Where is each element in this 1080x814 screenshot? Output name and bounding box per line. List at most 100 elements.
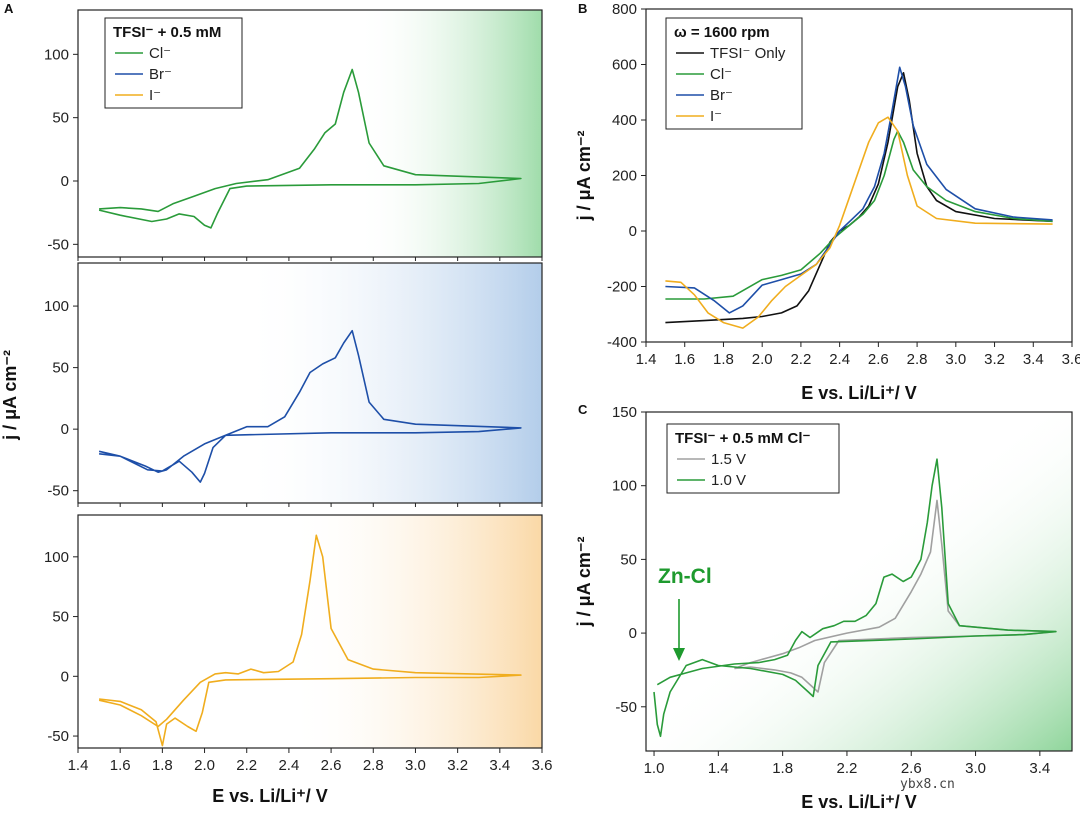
series-line-cl: [665, 130, 1053, 300]
y-tick-label: 50: [52, 110, 69, 127]
y-axis-label: j / μA cm⁻²: [574, 131, 594, 222]
legend-title: TFSI⁻ + 0.5 mM Cl⁻: [675, 430, 811, 447]
y-tick-label: -50: [47, 236, 69, 253]
y-tick-label: -50: [47, 728, 69, 745]
series-line-br: [98, 329, 522, 483]
x-tick-label: 2.0: [194, 757, 215, 774]
plot-frame: [645, 411, 1073, 752]
x-tick-label: 2.4: [278, 757, 299, 774]
panel-label-b: B: [578, 1, 587, 16]
panel-a-ylabel: j / μA cm⁻²: [0, 350, 20, 441]
x-axis-label: E vs. Li/Li⁺/ V: [801, 383, 917, 403]
legend-entry: I⁻: [710, 108, 722, 125]
legend: TFSI⁻ + 0.5 mM Cl⁻ 1.5 V 1.0 V: [666, 423, 840, 494]
legend-title: ω = 1600 rpm: [674, 24, 770, 41]
x-tick-label: 2.6: [321, 757, 342, 774]
y-tick-label: 100: [44, 46, 69, 63]
x-tick-label: 3.0: [405, 757, 426, 774]
watermark: ybx8.cn: [900, 777, 955, 792]
annotation-arrow-head: [673, 648, 685, 661]
y-tick-label: 50: [620, 551, 637, 568]
y-tick-label: 0: [629, 223, 637, 240]
x-tick-label: 1.8: [713, 351, 734, 368]
x-tick-label: 2.2: [790, 351, 811, 368]
x-tick-label: 1.6: [110, 757, 131, 774]
x-tick-label: 3.6: [1062, 351, 1080, 368]
x-tick-label: 1.8: [152, 757, 173, 774]
legend-entry: Cl⁻: [710, 66, 732, 83]
y-tick-label: 0: [61, 173, 69, 190]
y-tick-label: 150: [612, 404, 637, 421]
x-tick-label: 1.8: [772, 760, 793, 777]
legend-entry: Br⁻: [149, 66, 172, 83]
x-tick-label: 3.0: [965, 760, 986, 777]
legend-box: [104, 17, 243, 109]
series-line-i: [665, 116, 1053, 329]
plot-layer: 100 50 0 -50 TFSI⁻ + 0.5 mM Cl⁻ Br⁻ I⁻ 100 50 0 -50…: [44, 1, 1080, 812]
panel-a-top: 100 50 0 -50 TFSI⁻ + 0.5 mM Cl⁻ Br⁻ I⁻: [44, 9, 543, 261]
y-tick-label: -400: [607, 334, 637, 351]
legend-entry: I⁻: [149, 87, 161, 104]
panel-a-middle-background: [78, 263, 542, 503]
x-tick-label: 1.4: [708, 760, 729, 777]
y-tick-label: 0: [629, 625, 637, 642]
y-tick-label: 200: [612, 168, 637, 185]
legend-entry: 1.0 V: [711, 472, 746, 489]
y-tick-label: 50: [52, 360, 69, 377]
x-tick-label: 3.2: [984, 351, 1005, 368]
y-tick-label: 0: [61, 421, 69, 438]
plot-frame: [77, 514, 543, 749]
y-tick-label: -50: [615, 699, 637, 716]
x-tick-label: 2.6: [868, 351, 889, 368]
y-tick-label: 800: [612, 1, 637, 18]
legend-entry: TFSI⁻ Only: [710, 45, 786, 62]
y-tick-label: 100: [44, 298, 69, 315]
y-tick-label: -50: [47, 483, 69, 500]
y-tick-label: 100: [612, 478, 637, 495]
x-tick-label: 2.8: [363, 757, 384, 774]
x-axis-label: E vs. Li/Li⁺/ V: [801, 792, 917, 812]
panel-c: 150 100 50 0 -50 1.0 1.4 1.8 2.2 2.6 3.0 3.4 E vs. L…: [574, 404, 1073, 812]
legend-title: TFSI⁻ + 0.5 mM: [113, 24, 221, 41]
y-tick-label: 100: [44, 549, 69, 566]
y-tick-label: 600: [612, 57, 637, 74]
series-line-br: [665, 66, 1053, 314]
panel-a-bottom: 100 50 0 -50 1.4 1.6 1.8 2.0 2.2 2.4 2.6 2.8 3.0 3.2 3…: [44, 514, 553, 774]
series-line-i: [98, 534, 522, 747]
panel-a-middle: 100 50 0 -50: [44, 262, 543, 507]
x-tick-label: 3.4: [489, 757, 510, 774]
plot-frame: [77, 262, 543, 504]
x-tick-label: 2.6: [901, 760, 922, 777]
panel-label-c: C: [578, 402, 588, 417]
legend: TFSI⁻ + 0.5 mM Cl⁻ Br⁻ I⁻: [104, 17, 243, 109]
legend: ω = 1600 rpm TFSI⁻ Only Cl⁻ Br⁻ I⁻: [665, 17, 803, 130]
series-line-1.5v: [734, 499, 1057, 693]
panel-label-a: A: [4, 1, 14, 16]
series-line-tfsionly: [665, 72, 1053, 324]
x-tick-label: 3.4: [1023, 351, 1044, 368]
x-tick-label: 1.6: [674, 351, 695, 368]
x-tick-label: 2.2: [236, 757, 257, 774]
x-tick-label: 2.4: [829, 351, 850, 368]
panel-a-bottom-background: [78, 515, 542, 748]
y-tick-label: 50: [52, 609, 69, 626]
x-tick-label: 1.4: [68, 757, 89, 774]
x-tick-label: 2.8: [907, 351, 928, 368]
x-tick-label: 2.2: [837, 760, 858, 777]
x-tick-label: 1.4: [636, 351, 657, 368]
legend-entry: Br⁻: [710, 87, 733, 104]
y-axis-label: j / μA cm⁻²: [574, 537, 594, 628]
plot-frame: [77, 9, 543, 258]
series-line-cl: [98, 68, 522, 229]
x-tick-label: 1.0: [644, 760, 665, 777]
y-tick-label: -200: [607, 279, 637, 296]
x-tick-label: 3.4: [1029, 760, 1050, 777]
x-tick-label: 3.0: [945, 351, 966, 368]
x-tick-label: 3.6: [532, 757, 553, 774]
legend-entry: Cl⁻: [149, 45, 171, 62]
x-tick-label: 2.0: [752, 351, 773, 368]
y-tick-label: 0: [61, 668, 69, 685]
x-tick-label: 3.2: [447, 757, 468, 774]
